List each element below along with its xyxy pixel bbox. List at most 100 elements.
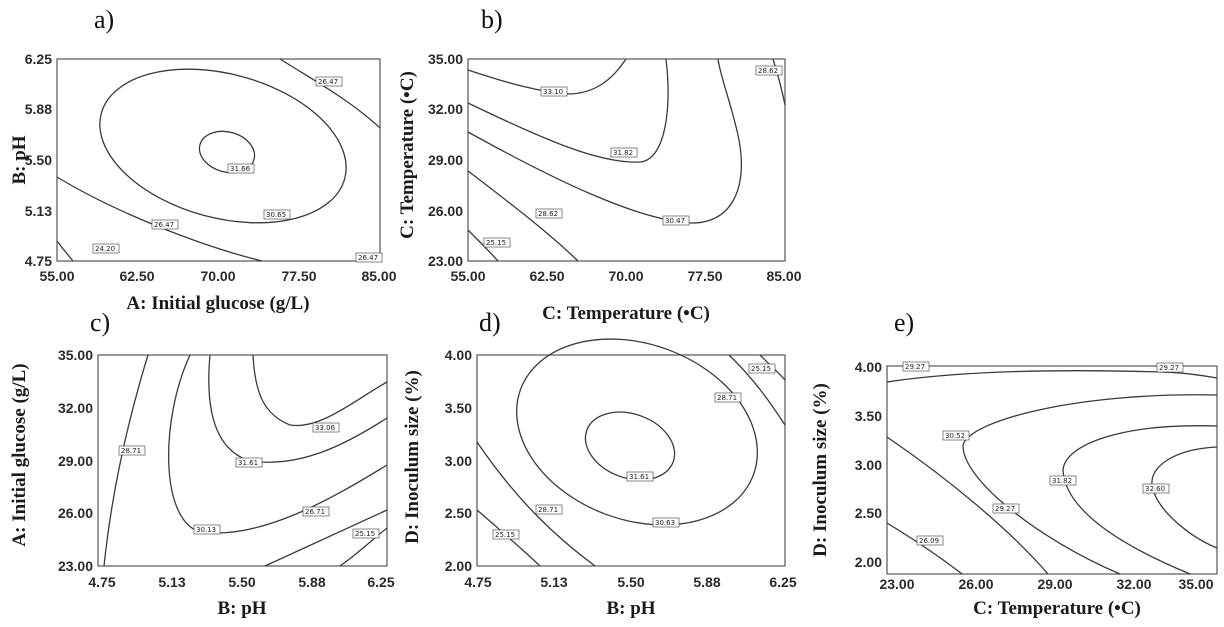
contour-label-box bbox=[535, 208, 563, 219]
x-tick-label: 55.00 bbox=[39, 268, 74, 284]
panel-b: b) 33.10 31.82 30.47 28.62 25.15 28.62 5… bbox=[397, 5, 802, 324]
x-tick-label: 70.00 bbox=[608, 268, 643, 284]
contour-label: 24.20 bbox=[95, 245, 115, 253]
x-axis-label: C: Temperature (•C) bbox=[542, 303, 710, 324]
x-tick-label: 4.75 bbox=[88, 574, 115, 590]
panel-label: e) bbox=[894, 308, 914, 337]
contour-label-box bbox=[151, 219, 179, 230]
y-tick-label: 26.00 bbox=[58, 505, 93, 521]
contour-label: 25.15 bbox=[495, 531, 515, 539]
x-axis-label: B: pH bbox=[217, 598, 266, 619]
contour-line bbox=[467, 58, 669, 163]
contour-line bbox=[584, 411, 676, 481]
y-tick-label: 29.00 bbox=[428, 152, 463, 168]
y-tick-label: 23.00 bbox=[428, 253, 463, 269]
contour-label-box bbox=[118, 445, 146, 456]
x-tick-label: 32.00 bbox=[1116, 576, 1151, 592]
contour-label-box bbox=[302, 506, 330, 517]
x-tick-label: 85.00 bbox=[361, 268, 396, 284]
contour-label: 33.06 bbox=[315, 424, 336, 432]
contour-label: 30.63 bbox=[655, 519, 675, 527]
x-tick-label: 5.13 bbox=[540, 574, 567, 590]
contour-label: 29.27 bbox=[995, 505, 1015, 513]
contour-label-box bbox=[992, 503, 1020, 514]
x-tick-label: 5.50 bbox=[228, 574, 255, 590]
contour-label-box bbox=[916, 535, 944, 546]
x-tick-label: 4.75 bbox=[464, 574, 491, 590]
contour-line bbox=[962, 394, 1218, 575]
contour-line bbox=[103, 354, 149, 567]
contour-label-box bbox=[227, 163, 255, 174]
x-tick-label: 77.50 bbox=[281, 268, 316, 284]
contour-label-box bbox=[193, 524, 221, 535]
panel-label: a) bbox=[94, 5, 114, 34]
plot-frame bbox=[467, 58, 786, 262]
x-axis-label: B: pH bbox=[606, 598, 655, 619]
y-tick-label: 4.75 bbox=[25, 253, 52, 269]
contour-label: 31.66 bbox=[230, 165, 251, 173]
y-tick-label: 23.00 bbox=[58, 558, 93, 574]
x-tick-label: 23.00 bbox=[879, 576, 914, 592]
contour-line bbox=[772, 58, 786, 106]
contour-label-box bbox=[263, 209, 291, 220]
x-tick-label: 6.25 bbox=[769, 574, 796, 590]
y-tick-label: 3.50 bbox=[855, 408, 882, 424]
contour-label: 25.15 bbox=[486, 239, 506, 247]
contour-label-box bbox=[748, 363, 776, 374]
panel-label: b) bbox=[481, 5, 503, 34]
contour-label-box bbox=[352, 528, 380, 539]
panel-c: c) 33.06 31.61 30.13 28.71 26.71 25.15 4… bbox=[9, 308, 395, 619]
contour-label: 30.13 bbox=[196, 526, 216, 534]
x-tick-label: 5.50 bbox=[617, 574, 644, 590]
contour-label-box bbox=[540, 86, 568, 97]
x-tick-label: 6.25 bbox=[367, 574, 394, 590]
contour-label: 28.71 bbox=[717, 394, 737, 402]
y-tick-label: 2.00 bbox=[445, 558, 472, 574]
plot-frame bbox=[476, 354, 786, 567]
x-tick-label: 5.88 bbox=[693, 574, 720, 590]
y-axis-label: B: pH bbox=[9, 135, 30, 184]
plot-frame bbox=[56, 58, 381, 262]
y-tick-label: 2.00 bbox=[855, 554, 882, 570]
contour-label-box bbox=[1156, 362, 1184, 373]
contour-label: 28.71 bbox=[538, 506, 558, 514]
contour-label-box bbox=[312, 422, 340, 433]
contour-label: 28.62 bbox=[758, 67, 778, 75]
y-tick-label: 35.00 bbox=[58, 347, 93, 363]
y-tick-label: 5.13 bbox=[25, 203, 52, 219]
contour-label-box bbox=[492, 529, 520, 540]
contour-line bbox=[886, 436, 1049, 575]
contour-line bbox=[476, 441, 596, 567]
contour-line bbox=[467, 58, 627, 95]
contour-label-box bbox=[714, 392, 742, 403]
contour-line bbox=[198, 130, 256, 174]
contour-label: 33.10 bbox=[543, 88, 563, 96]
contour-label: 29.27 bbox=[1159, 364, 1179, 372]
y-tick-label: 3.00 bbox=[855, 457, 882, 473]
contour-line bbox=[252, 354, 388, 427]
contour-label-box bbox=[662, 215, 690, 226]
contour-label: 30.65 bbox=[266, 211, 286, 219]
y-axis-label: D: Inoculum size (%) bbox=[402, 370, 423, 544]
y-tick-label: 35.00 bbox=[428, 51, 463, 67]
contour-label-box bbox=[92, 243, 120, 254]
contour-label-box bbox=[355, 252, 383, 263]
contour-line bbox=[467, 170, 579, 262]
y-tick-label: 26.00 bbox=[428, 203, 463, 219]
contour-line bbox=[886, 370, 1218, 383]
y-axis-label: D: Inoculum size (%) bbox=[810, 383, 831, 557]
y-tick-label: 3.00 bbox=[445, 453, 472, 469]
contour-label: 30.47 bbox=[665, 217, 685, 225]
contour-label-box bbox=[535, 504, 563, 515]
y-tick-label: 2.50 bbox=[445, 505, 472, 521]
y-tick-label: 4.00 bbox=[445, 347, 472, 363]
contour-label-box bbox=[626, 471, 654, 482]
contour-label: 26.47 bbox=[358, 254, 378, 262]
contour-label-box bbox=[483, 237, 511, 248]
contour-line bbox=[56, 240, 74, 262]
contour-label: 25.15 bbox=[355, 530, 375, 538]
contour-label: 31.82 bbox=[613, 149, 633, 157]
x-tick-label: 55.00 bbox=[450, 268, 485, 284]
contour-label: 28.71 bbox=[121, 447, 141, 455]
